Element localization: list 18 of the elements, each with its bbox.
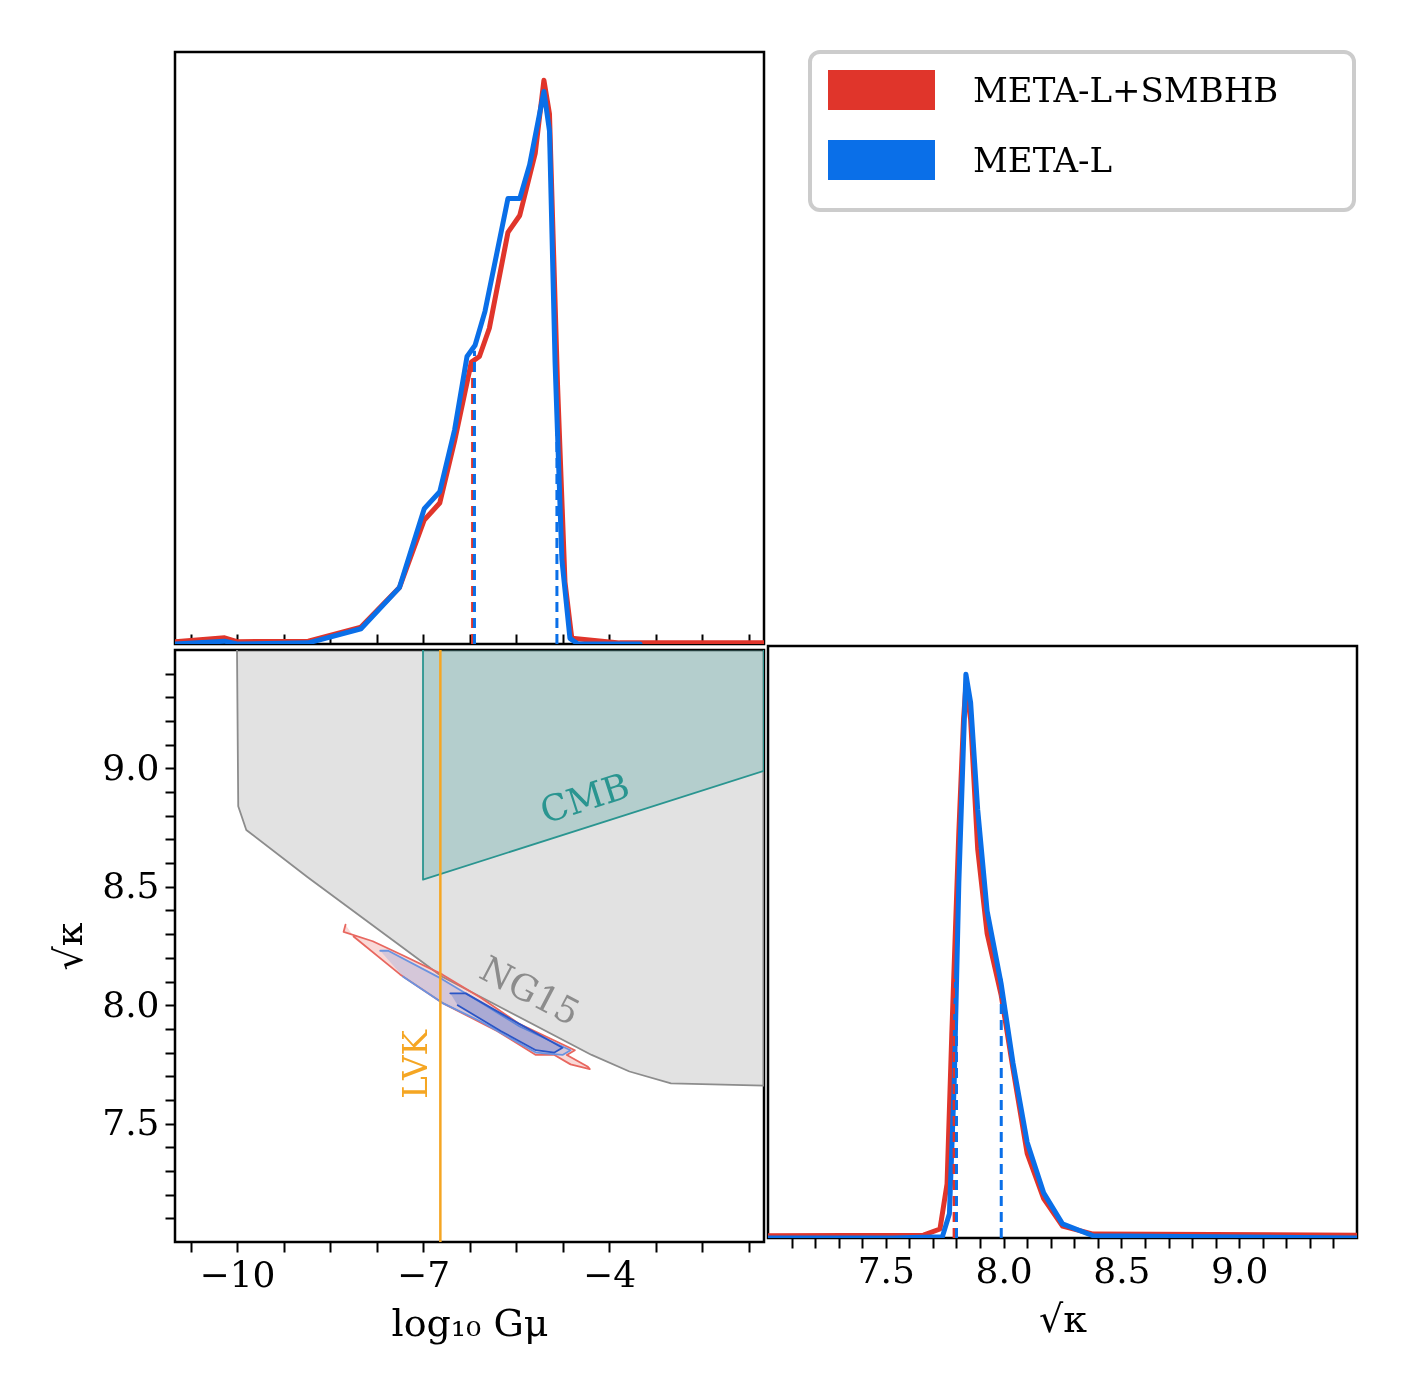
x-tick-label: −4 [582,1253,637,1295]
y-axis-title: √κ [47,922,92,971]
y-tick-label: 7.5 [102,1102,160,1144]
x-tick-label: 8.0 [975,1249,1033,1291]
x-tick-label: 9.0 [1211,1249,1269,1291]
y-tick-label: 8.0 [102,983,160,1025]
x-tick-label: 7.5 [857,1249,915,1291]
x-tick-label: −10 [199,1253,276,1295]
x-axis-title: log₁₀ Gμ [391,1300,549,1345]
x-tick-label: 8.5 [1093,1249,1151,1291]
x-tick-label: −7 [396,1253,451,1295]
ref-line-label: LVK [395,1029,436,1099]
y-tick-label: 8.5 [102,865,160,907]
x-axis-title: √κ [1039,1296,1088,1341]
series-label: CMB [535,764,635,832]
legend-label: META-L [973,140,1113,180]
legend-label: META-L+SMBHB [973,70,1279,110]
y-tick-label: 9.0 [102,746,160,788]
